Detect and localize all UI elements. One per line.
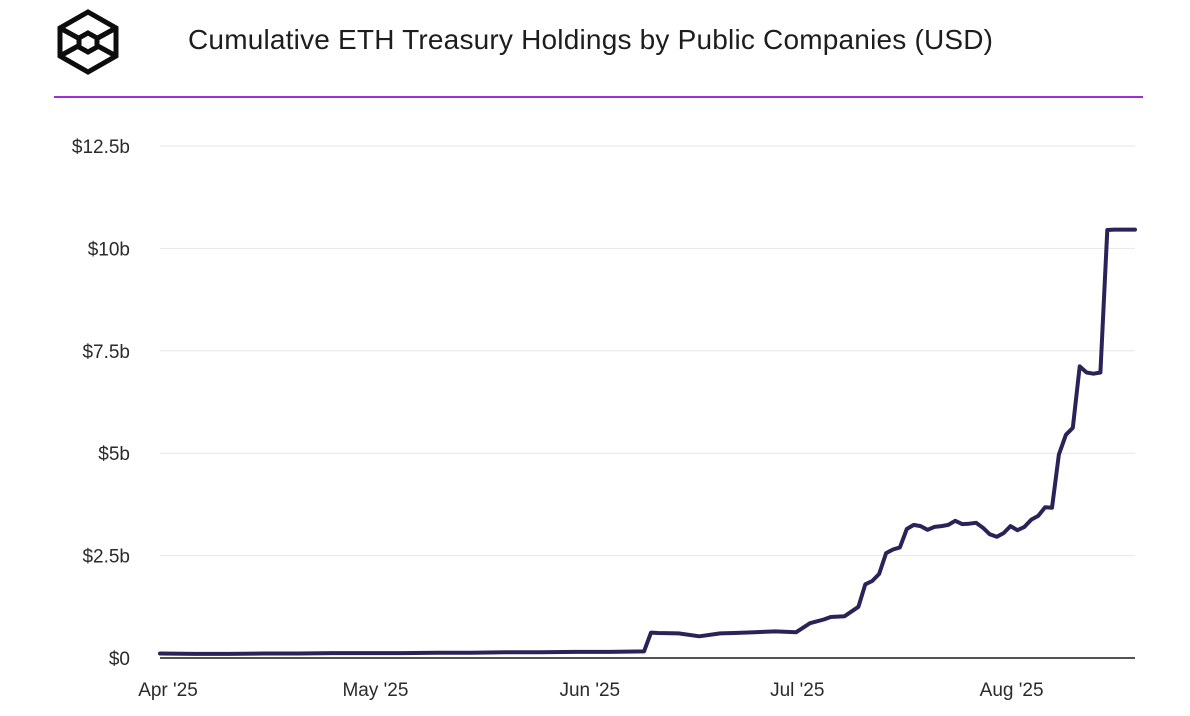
x-tick-label: May '25	[342, 680, 408, 701]
y-tick-label: $2.5b	[82, 547, 130, 568]
cube-logo-icon	[57, 9, 119, 75]
y-tick-label: $7.5b	[82, 342, 130, 363]
x-tick-label: Aug '25	[980, 680, 1044, 701]
x-tick-label: Jun '25	[559, 680, 620, 701]
x-tick-label: Jul '25	[770, 680, 824, 701]
y-tick-label: $12.5b	[72, 137, 130, 158]
chart-title: Cumulative ETH Treasury Holdings by Publ…	[188, 24, 994, 55]
y-axis-tick-labels: $0 $2.5b $5b $7.5b $10b $12.5b	[72, 137, 130, 670]
grid-lines	[160, 145, 1135, 557]
series-line	[158, 227, 1137, 656]
y-tick-label: $10b	[88, 239, 130, 260]
y-tick-label: $5b	[98, 444, 130, 465]
x-tick-label: Apr '25	[138, 680, 198, 701]
x-axis-tick-labels: Apr '25 May '25 Jun '25 Jul '25 Aug '25	[138, 680, 1043, 701]
title-divider	[54, 96, 1143, 98]
y-tick-label: $0	[109, 649, 130, 670]
